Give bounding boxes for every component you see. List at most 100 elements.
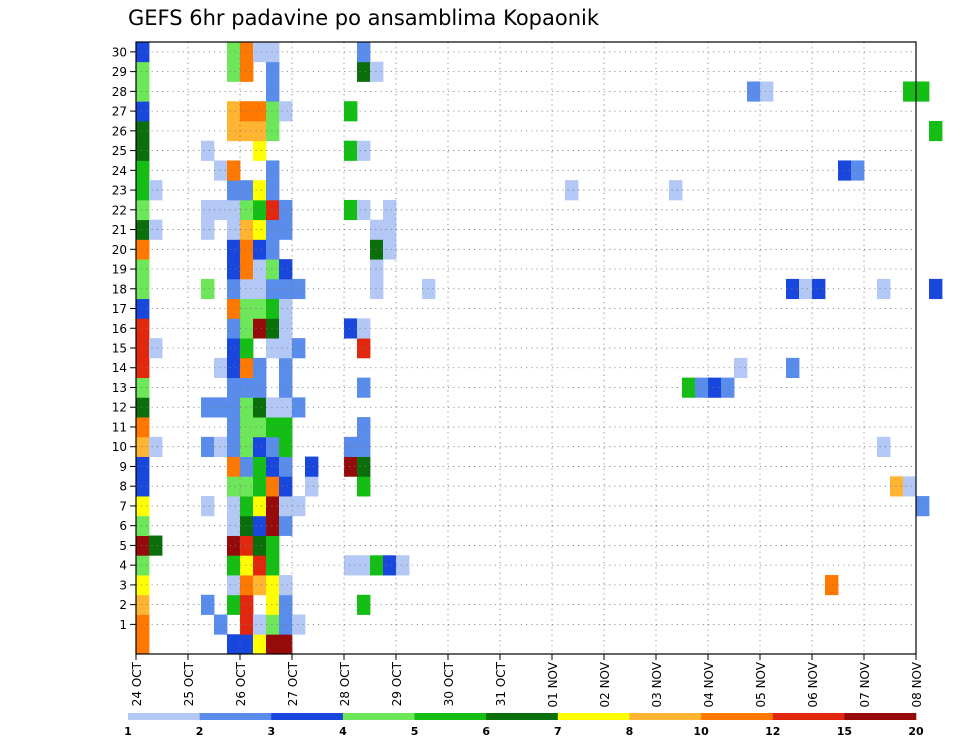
colorbar-label: 4 bbox=[339, 725, 347, 738]
heatmap-cell bbox=[136, 515, 150, 536]
y-tick-label: 16 bbox=[112, 322, 127, 336]
heatmap-cell bbox=[240, 318, 254, 339]
heatmap-cell bbox=[734, 357, 748, 379]
heatmap-cell bbox=[201, 278, 215, 300]
y-tick-label: 6 bbox=[119, 519, 127, 533]
colorbar-label: 15 bbox=[837, 725, 852, 738]
heatmap-cell bbox=[279, 377, 293, 398]
heatmap-cell bbox=[253, 515, 267, 536]
heatmap-cell bbox=[357, 555, 371, 576]
heatmap-cell bbox=[227, 42, 241, 63]
heatmap-cell bbox=[227, 436, 241, 457]
heatmap-cell bbox=[227, 535, 241, 556]
heatmap-cell bbox=[240, 555, 254, 576]
heatmap-cell bbox=[266, 515, 280, 536]
heatmap-cell bbox=[266, 397, 280, 418]
heatmap-cell bbox=[227, 377, 241, 398]
y-tick-label: 26 bbox=[112, 124, 127, 138]
y-tick-label: 10 bbox=[112, 440, 127, 454]
colorbar-swatch bbox=[486, 713, 559, 720]
colorbar-swatch bbox=[629, 713, 702, 720]
heatmap-cell bbox=[266, 259, 280, 280]
heatmap-cell bbox=[279, 357, 293, 379]
y-tick-label: 24 bbox=[112, 164, 127, 178]
x-tick-label: 01 NOV bbox=[546, 661, 560, 707]
heatmap-cell bbox=[357, 476, 371, 497]
heatmap-cell bbox=[201, 397, 215, 418]
y-tick-label: 17 bbox=[112, 302, 127, 316]
heatmap-cell bbox=[799, 278, 813, 300]
heatmap-cell bbox=[266, 160, 280, 181]
colorbar-swatch bbox=[271, 713, 344, 720]
heatmap-cell bbox=[253, 496, 267, 517]
x-tick-label: 28 OCT bbox=[338, 661, 352, 706]
y-tick-label: 13 bbox=[112, 381, 127, 395]
heatmap-cell bbox=[266, 120, 280, 142]
heatmap-cell bbox=[266, 101, 280, 122]
heatmap-cell bbox=[370, 61, 384, 82]
heatmap-cell bbox=[136, 81, 150, 102]
y-axis-ticks: 1234567891011121314151617181920212223242… bbox=[112, 45, 136, 632]
colorbar-label: 7 bbox=[554, 725, 562, 738]
heatmap-cell bbox=[929, 278, 943, 300]
heatmap-cell bbox=[708, 377, 722, 398]
heatmap-cell bbox=[227, 338, 241, 359]
heatmap-cell bbox=[279, 436, 293, 457]
heatmap-cell bbox=[786, 278, 800, 300]
heatmap-cell bbox=[396, 555, 410, 576]
heatmap-cell bbox=[279, 101, 293, 122]
x-tick-label: 29 OCT bbox=[390, 661, 404, 706]
heatmap-cell bbox=[253, 614, 267, 635]
heatmap-cell bbox=[825, 575, 839, 596]
heatmap-cell bbox=[227, 180, 241, 201]
heatmap-cell bbox=[422, 278, 436, 300]
colorbar-swatch bbox=[557, 713, 630, 720]
heatmap-cell bbox=[344, 140, 358, 161]
y-tick-label: 23 bbox=[112, 184, 127, 198]
heatmap-cell bbox=[383, 199, 397, 221]
heatmap-cell bbox=[877, 278, 891, 300]
y-tick-label: 11 bbox=[112, 420, 127, 434]
heatmap-cell bbox=[240, 535, 254, 556]
colorbar-label: 2 bbox=[196, 725, 204, 738]
heatmap-cell bbox=[253, 120, 267, 142]
x-tick-label: 08 NOV bbox=[910, 661, 924, 707]
y-tick-label: 14 bbox=[112, 361, 127, 375]
heatmap-cell bbox=[669, 180, 683, 201]
heatmap-cell bbox=[344, 436, 358, 457]
heatmap-cell bbox=[370, 219, 384, 240]
heatmap-cell bbox=[565, 180, 579, 201]
heatmap-cell bbox=[149, 338, 163, 359]
y-tick-label: 3 bbox=[119, 578, 127, 592]
x-tick-label: 05 NOV bbox=[754, 661, 768, 707]
heatmap-cell bbox=[305, 476, 319, 497]
heatmap-cell bbox=[136, 318, 150, 339]
heatmap-cell bbox=[240, 239, 254, 260]
colorbar-swatch bbox=[844, 713, 917, 720]
y-tick-label: 25 bbox=[112, 144, 127, 158]
heatmap-cell bbox=[253, 219, 267, 240]
heatmap-cell bbox=[279, 417, 293, 438]
heatmap-cell bbox=[227, 397, 241, 418]
heatmap-cell bbox=[227, 219, 241, 240]
colorbar-swatch bbox=[772, 713, 845, 720]
heatmap-cell bbox=[253, 42, 267, 63]
heatmap-cell bbox=[916, 496, 930, 517]
heatmap-cell bbox=[136, 436, 150, 457]
heatmap-cell bbox=[266, 199, 280, 221]
y-tick-label: 7 bbox=[119, 499, 127, 513]
heatmap-cell bbox=[227, 239, 241, 260]
heatmap-cell bbox=[266, 456, 280, 477]
heatmap-cell bbox=[136, 180, 150, 201]
x-tick-label: 02 NOV bbox=[598, 661, 612, 707]
heatmap-cell bbox=[357, 318, 371, 339]
heatmap-cell bbox=[279, 259, 293, 280]
heatmap-cell bbox=[253, 259, 267, 280]
heatmap-cell bbox=[253, 397, 267, 418]
colorbar-label: 20 bbox=[908, 725, 924, 738]
heatmap-cell bbox=[344, 456, 358, 477]
heatmap-cell bbox=[266, 180, 280, 201]
heatmap-cell bbox=[227, 259, 241, 280]
heatmap-cell bbox=[292, 397, 306, 418]
x-tick-label: 27 OCT bbox=[286, 661, 300, 706]
